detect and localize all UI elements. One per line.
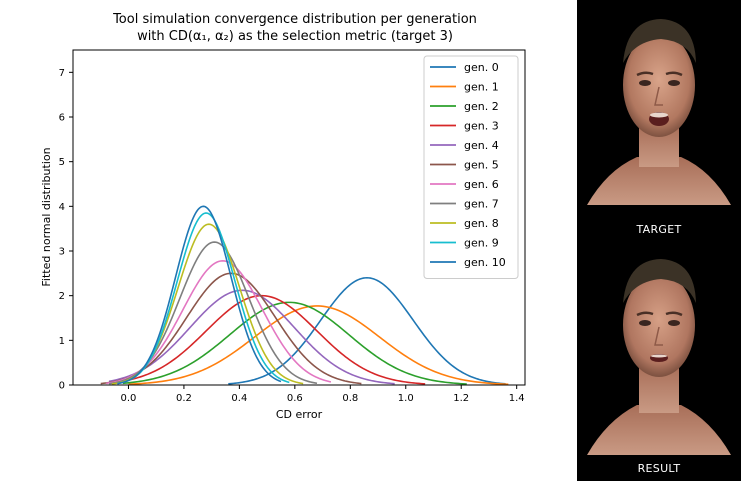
series-line-gen-5 (100, 272, 362, 385)
y-tick-label: 4 (59, 202, 65, 213)
face-panels: TARGET (577, 0, 741, 481)
series-line-gen-10 (117, 205, 282, 385)
y-tick-label: 2 (59, 291, 65, 302)
y-ticks: 0 1 2 3 4 5 6 7 (59, 68, 73, 392)
chart-title-line-2: with CD(α₁, α₂) as the selection metric … (137, 29, 453, 44)
target-caption: TARGET (636, 223, 682, 236)
chart-title-line-1: Tool simulation convergence distribution… (113, 12, 477, 27)
legend-label: gen. 6 (464, 178, 499, 191)
y-tick-label: 0 (59, 381, 65, 392)
result-caption: RESULT (637, 462, 681, 475)
y-tick-label: 7 (59, 68, 65, 79)
series-line-gen-0 (228, 276, 506, 385)
legend-label: gen. 4 (464, 139, 499, 152)
legend-label: gen. 9 (464, 237, 499, 250)
y-tick-label: 1 (59, 336, 65, 347)
y-tick-label: 6 (59, 113, 65, 124)
x-tick-label: 0.4 (231, 393, 247, 404)
legend-label: gen. 1 (464, 81, 499, 94)
y-tick-label: 5 (59, 157, 65, 168)
series-line-gen-2 (122, 301, 467, 385)
result-face-image (587, 259, 731, 455)
x-tick-label: 1.4 (509, 393, 525, 404)
legend-label: gen. 3 (464, 120, 499, 133)
legend-label: gen. 8 (464, 217, 499, 230)
series-line-gen-3 (114, 294, 426, 385)
legend-label: gen. 7 (464, 198, 499, 211)
series-line-gen-4 (108, 289, 395, 385)
legend-label: gen. 2 (464, 100, 499, 113)
x-tick-label: 0.2 (176, 393, 192, 404)
axes-frame (72, 49, 526, 386)
legend-label: gen. 10 (464, 256, 506, 269)
target-face-image (587, 19, 731, 205)
x-tick-label: 1.2 (453, 393, 469, 404)
y-tick-label: 3 (59, 247, 65, 258)
series-line-gen-6 (106, 260, 332, 385)
x-tick-label: 0.6 (287, 393, 303, 404)
legend: gen. 0 gen. 1 gen. 2 gen. 3 gen. 4 gen. 5 gen.… (423, 55, 519, 279)
x-tick-label: 0.0 (121, 393, 137, 404)
x-tick-label: 0.8 (342, 393, 358, 404)
x-ticks: 0.0 0.2 0.4 0.6 0.8 1.0 1.2 1.4 (121, 385, 525, 404)
chart-svg: 0.0 0.2 0.4 0.6 0.8 1.0 1.2 1.4 0 1 2 3 4 5 6 7 CD err… (40, 49, 526, 421)
y-axis-label: Fitted normal distribution (40, 147, 53, 286)
legend-label: gen. 5 (464, 159, 499, 172)
x-tick-label: 1.0 (398, 393, 414, 404)
legend-label: gen. 0 (464, 61, 499, 74)
series-line-gen-1 (128, 305, 509, 386)
x-axis-label: CD error (276, 408, 323, 421)
series-line-gen-9 (117, 212, 290, 385)
series-curves (100, 205, 509, 386)
